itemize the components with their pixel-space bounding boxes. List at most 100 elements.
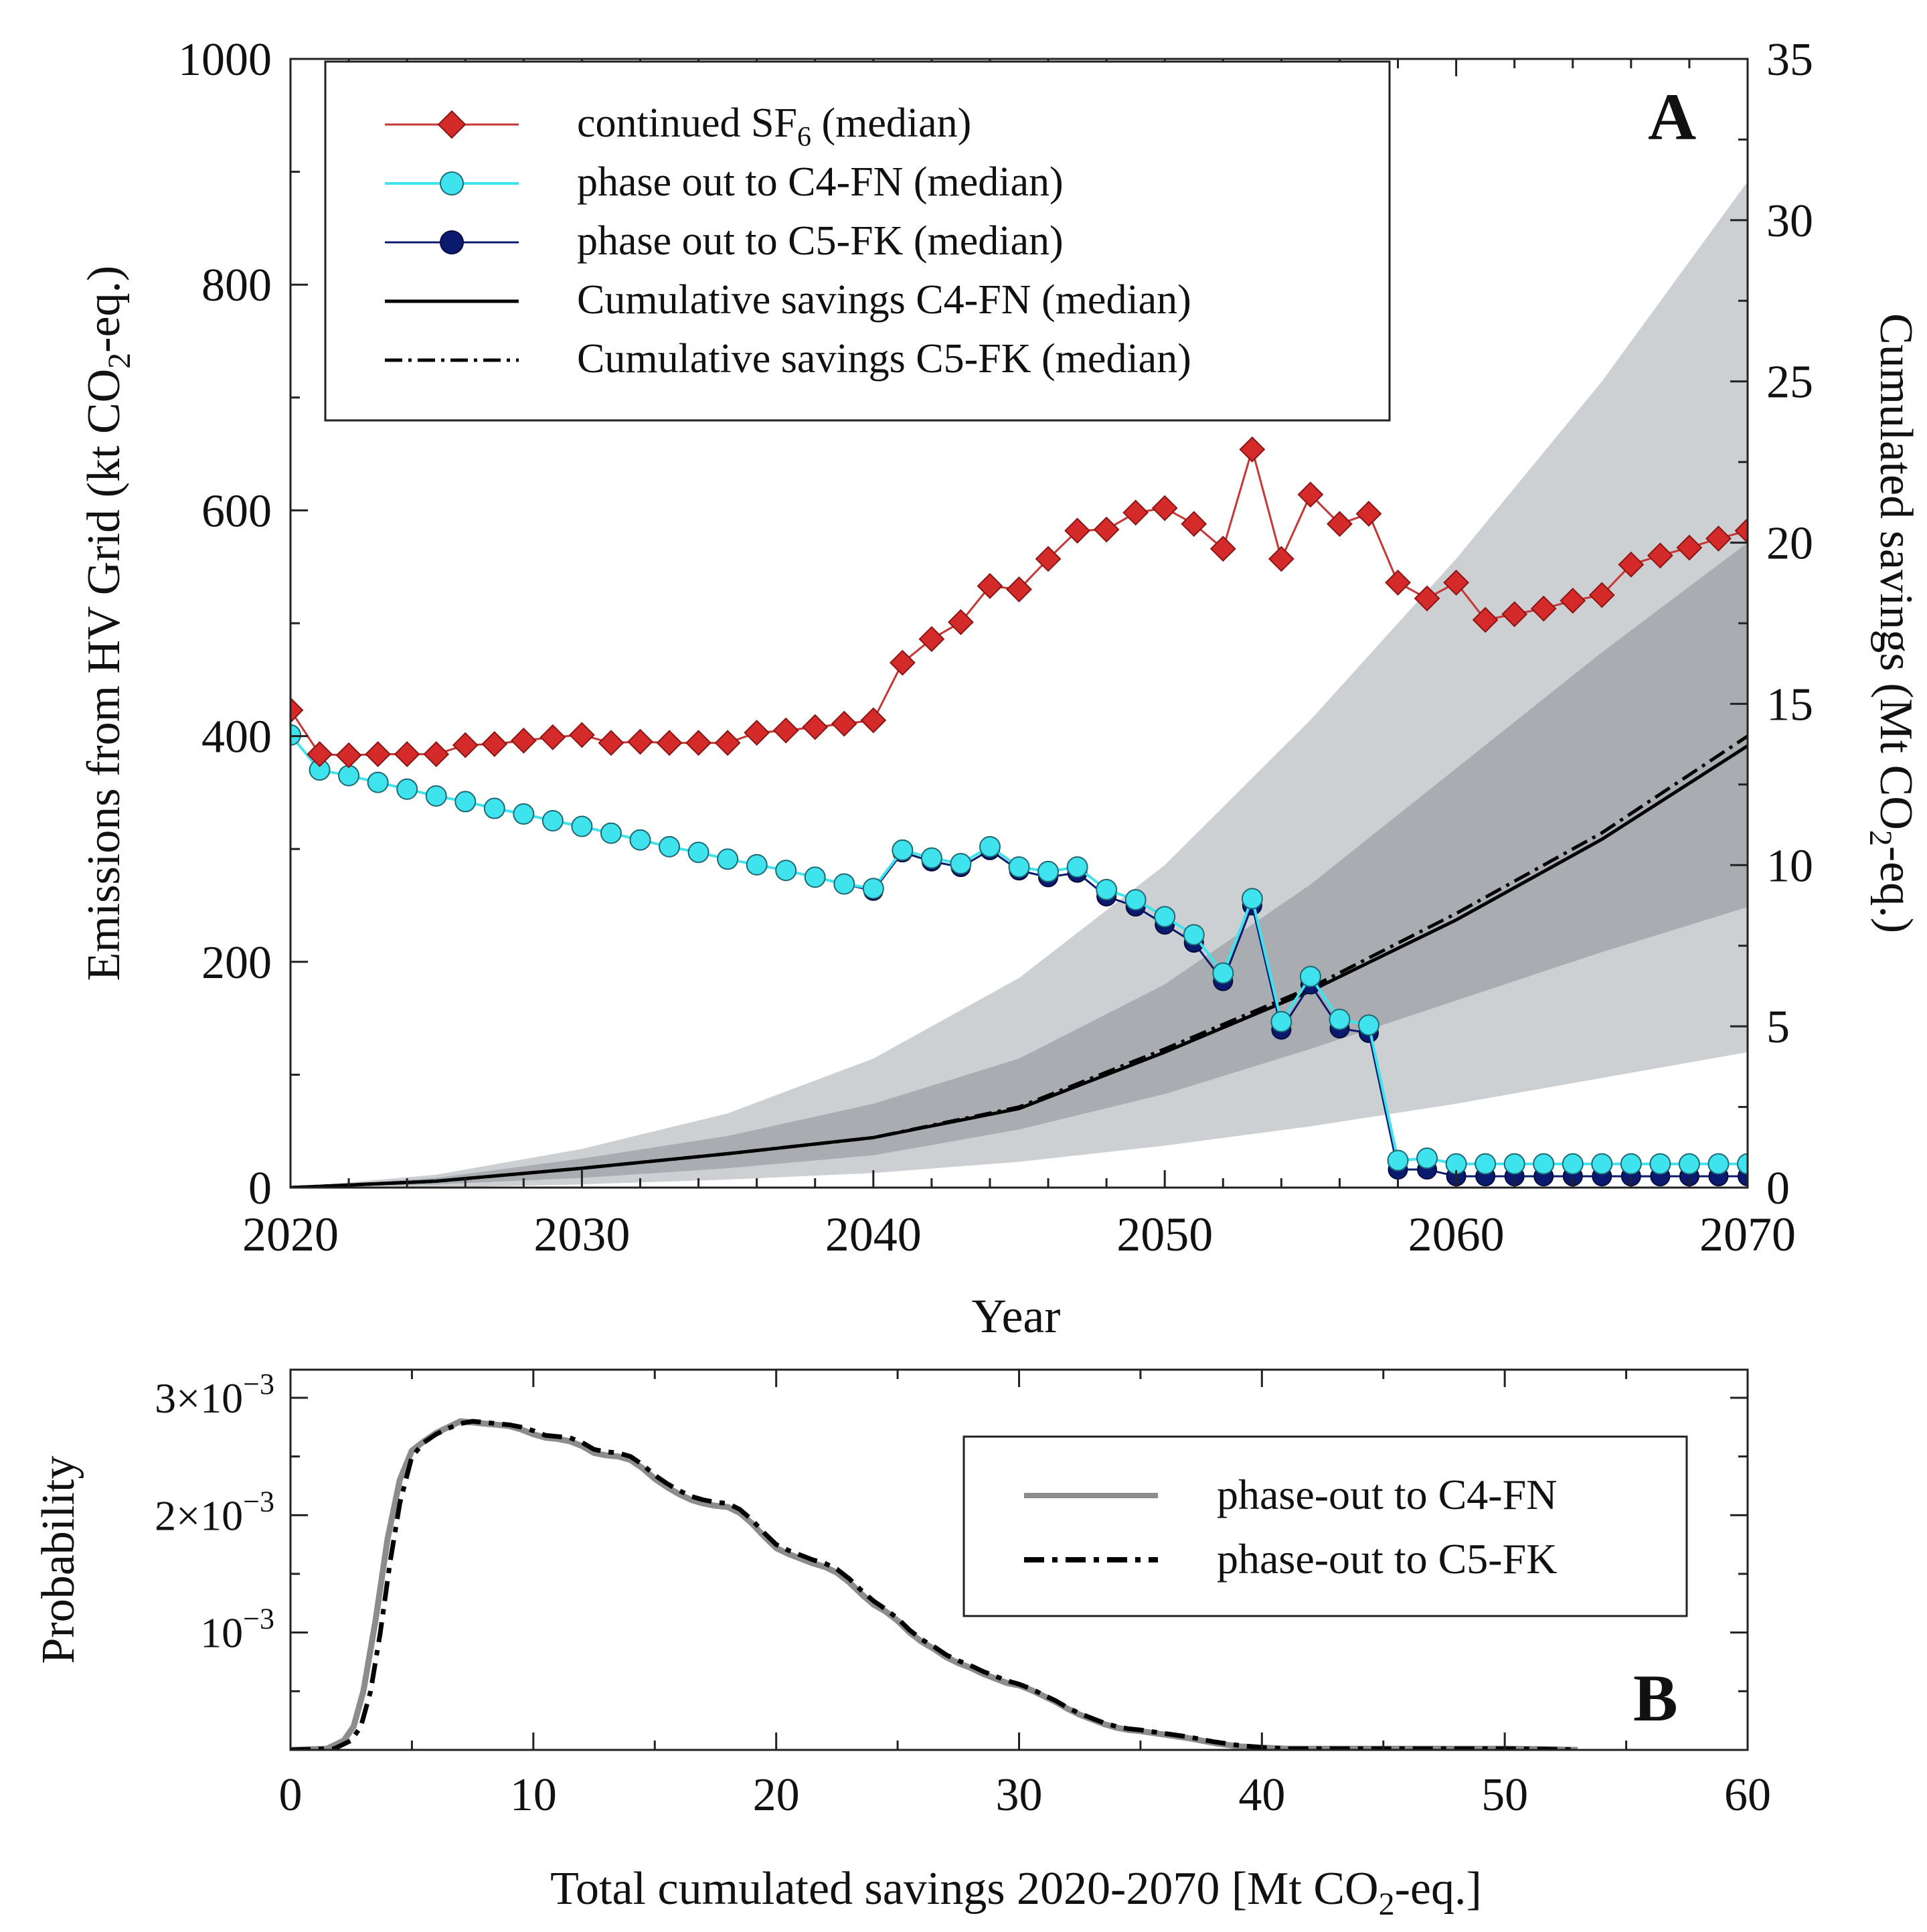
sf6-point bbox=[918, 626, 945, 653]
c4fn-point bbox=[600, 822, 622, 844]
c4fn-point bbox=[513, 803, 535, 825]
legend-a-entry-c5fk: phase out to C5-FK (median) bbox=[385, 218, 1064, 264]
x-tick-label: 2040 bbox=[825, 1208, 922, 1261]
y-tick-label: 0 bbox=[248, 1163, 272, 1214]
sf6-point bbox=[1035, 546, 1062, 572]
sf6-point bbox=[1734, 517, 1748, 544]
emission-series bbox=[290, 436, 1748, 1187]
c4fn-point bbox=[804, 866, 826, 888]
x-tick-label: 10 bbox=[510, 1769, 557, 1821]
sf6-point bbox=[627, 728, 653, 755]
axis-ticks-b: 0 10 20 30 40 50 60 10−3 2×10−3 3×10−3 bbox=[155, 1368, 1771, 1821]
c4fn-point bbox=[1154, 906, 1176, 928]
y-tick-label: 2×10−3 bbox=[155, 1485, 274, 1539]
y-tick-label: 400 bbox=[201, 712, 272, 763]
c4fn-point bbox=[687, 841, 709, 864]
y2-tick-label: 35 bbox=[1766, 34, 1813, 86]
c4fn-point bbox=[290, 724, 301, 746]
sf6-point bbox=[510, 727, 537, 754]
sf6-point bbox=[1385, 569, 1411, 596]
x-tick-label: 2070 bbox=[1699, 1208, 1796, 1261]
x-tick-label: 2050 bbox=[1116, 1208, 1213, 1261]
c4fn-point bbox=[746, 854, 768, 876]
cumulative-savings-lines bbox=[290, 734, 1748, 1188]
sf6-point bbox=[1209, 536, 1236, 562]
diamond-marker-icon bbox=[437, 110, 467, 139]
x-tick-label: 50 bbox=[1481, 1769, 1528, 1821]
c4fn-point bbox=[1241, 888, 1263, 910]
c4fn-point bbox=[1066, 856, 1088, 878]
sf6-point bbox=[1006, 576, 1032, 602]
y2-tick-label: 30 bbox=[1766, 195, 1813, 247]
legend-a-label-sf6: continued SF6 (median) bbox=[577, 100, 971, 153]
legend-a-entry-cum-c5fk: Cumulative savings C5-FK (median) bbox=[385, 336, 1191, 382]
c4fn-point bbox=[1299, 965, 1321, 987]
sf6-point bbox=[290, 697, 304, 724]
c4fn-point bbox=[892, 839, 914, 861]
y2-tick-label: 0 bbox=[1766, 1163, 1790, 1214]
legend-a-label-c4fn: phase out to C4-FN (median) bbox=[577, 159, 1064, 205]
c4fn-point bbox=[1212, 962, 1234, 984]
c4fn-point bbox=[541, 810, 564, 832]
cumulative-c5fk-line bbox=[290, 734, 1748, 1188]
sf6-point bbox=[481, 730, 508, 757]
legend-b-label-c4fn: phase-out to C4-FN bbox=[1217, 1471, 1557, 1518]
y-tick-label: 3×10−3 bbox=[155, 1368, 274, 1422]
legend-a-label-cum-c4fn: Cumulative savings C4-FN (median) bbox=[577, 277, 1191, 323]
sf6-point bbox=[1443, 569, 1470, 596]
sf6-point bbox=[539, 724, 566, 750]
y2-tick-label: 10 bbox=[1766, 840, 1813, 892]
y-tick-label: 200 bbox=[201, 937, 272, 989]
c4fn-point bbox=[1737, 1153, 1748, 1175]
legend-a-entry-cum-c4fn: Cumulative savings C4-FN (median) bbox=[385, 277, 1191, 323]
c4fn-point bbox=[1503, 1153, 1525, 1175]
sf6-point bbox=[1268, 546, 1294, 572]
sf6-point bbox=[1588, 582, 1615, 609]
y2-tick-label: 15 bbox=[1766, 679, 1813, 730]
sf6-point bbox=[1122, 499, 1149, 526]
sf6-point bbox=[1647, 542, 1673, 569]
legend-a-label-cum-c5fk: Cumulative savings C5-FK (median) bbox=[577, 336, 1191, 382]
x-tick-label: 60 bbox=[1724, 1769, 1771, 1821]
sf6-point bbox=[1618, 551, 1645, 578]
c4fn-point bbox=[1329, 1008, 1351, 1030]
sf6-point bbox=[977, 572, 1003, 599]
sf6-point bbox=[1414, 585, 1440, 612]
band-inner bbox=[290, 542, 1748, 1188]
x-axis-title-b: Total cumulated savings 2020-2070 [Mt CO… bbox=[550, 1863, 1482, 1922]
c4fn-point bbox=[775, 860, 797, 882]
panel-a: 2020 2030 2040 2050 2060 20700200400600800100… bbox=[78, 34, 1922, 1343]
c4fn-point bbox=[833, 873, 855, 895]
x-tick-label: 0 bbox=[279, 1769, 303, 1821]
c4fn-point bbox=[483, 797, 505, 819]
c4fn-point bbox=[1183, 924, 1205, 946]
y2-tick-label: 20 bbox=[1766, 518, 1813, 570]
y-tick-label: 10−3 bbox=[200, 1603, 274, 1657]
sf6-point bbox=[1151, 495, 1178, 521]
c4fn-point bbox=[1357, 1014, 1379, 1036]
x-tick-label: 2060 bbox=[1408, 1208, 1505, 1261]
y2-tick-label: 5 bbox=[1766, 1001, 1790, 1053]
sf6-point bbox=[1530, 595, 1557, 622]
c4fn-point bbox=[1416, 1147, 1438, 1170]
axis-ticks-a: 2020 2030 2040 2050 2060 20700200400600800100… bbox=[178, 34, 1813, 1261]
navy-circle-marker-icon bbox=[440, 230, 464, 254]
c4fn-point bbox=[920, 847, 942, 869]
x-axis-title-a: Year bbox=[972, 1289, 1061, 1343]
density-c5fk-line bbox=[290, 1419, 1578, 1750]
legend-a-entry-c4fn: phase out to C4-FN (median) bbox=[385, 159, 1064, 205]
legend-a-box bbox=[324, 60, 1391, 422]
y-axis-title-b: Probability bbox=[33, 1455, 84, 1664]
c4fn-point bbox=[396, 778, 418, 800]
legend-b: phase-out to C4-FN phase-out to C5-FK bbox=[962, 1435, 1688, 1617]
x-tick-label: 2020 bbox=[242, 1208, 339, 1261]
sf6-point bbox=[1093, 516, 1120, 543]
sf6-point bbox=[1705, 526, 1732, 552]
c4fn-point bbox=[1270, 1011, 1292, 1033]
c4fn-point bbox=[717, 848, 739, 870]
y-tick-label: 1000 bbox=[178, 34, 272, 86]
c4fn-point bbox=[1037, 860, 1060, 882]
c4fn-point bbox=[1387, 1149, 1409, 1172]
y2-tick-label: 25 bbox=[1766, 357, 1813, 408]
c4fn-point bbox=[425, 785, 447, 807]
